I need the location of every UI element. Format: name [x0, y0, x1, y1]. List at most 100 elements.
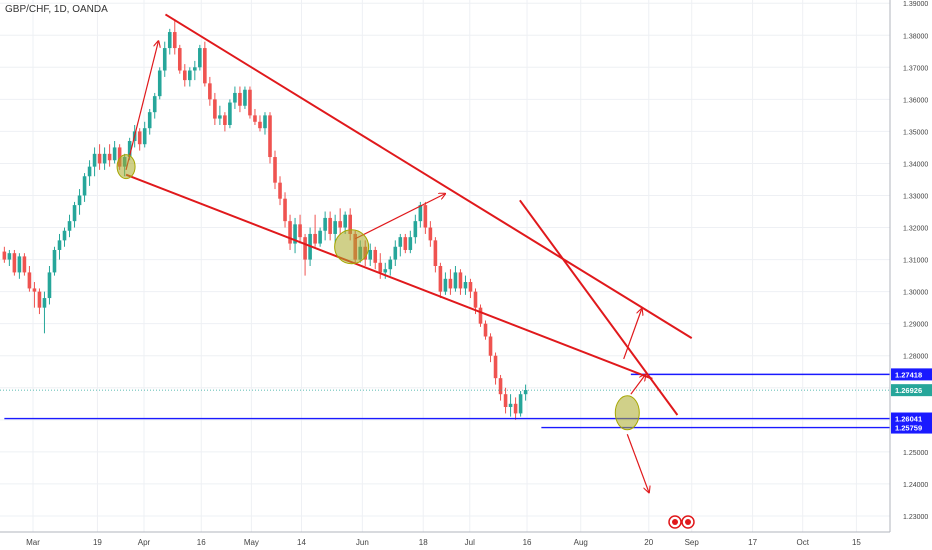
- candle: [193, 60, 197, 81]
- candle: [188, 67, 192, 87]
- candle: [338, 208, 342, 234]
- x-tick-label: 18: [419, 538, 428, 547]
- candle: [142, 121, 147, 148]
- y-tick-label: 1.31000: [903, 258, 928, 265]
- highlight-ellipse: [614, 395, 640, 431]
- candle: [213, 92, 217, 125]
- candle: [253, 108, 257, 125]
- candlestick-series: [2, 19, 528, 420]
- candle: [102, 147, 107, 170]
- candle: [243, 86, 247, 109]
- candle: [463, 275, 468, 295]
- candle: [438, 262, 443, 299]
- y-tick-label: 1.39000: [903, 1, 928, 8]
- candle: [343, 211, 347, 234]
- y-tick-label: 1.29000: [903, 322, 928, 329]
- y-tick-label: 1.35000: [903, 129, 928, 136]
- candle: [398, 233, 403, 257]
- candle: [218, 105, 222, 125]
- candle: [378, 253, 383, 279]
- x-tick-label: Apr: [138, 538, 151, 547]
- svg-text:1.26041: 1.26041: [895, 415, 922, 424]
- candle: [288, 214, 292, 250]
- x-tick-label: Jul: [465, 538, 475, 547]
- trend-line: [125, 173, 653, 380]
- arrow-drawing: [125, 42, 158, 171]
- candle: [52, 246, 57, 276]
- x-tick-label: Sep: [685, 538, 700, 547]
- candle: [27, 266, 32, 292]
- price-lines: [0, 373, 890, 429]
- y-tick-label: 1.37000: [903, 65, 928, 72]
- candle: [323, 211, 327, 241]
- candle: [57, 233, 62, 260]
- candle: [248, 86, 252, 119]
- candle: [77, 189, 82, 215]
- candle: [72, 201, 77, 228]
- candle: [112, 141, 117, 164]
- candle: [373, 246, 378, 270]
- svg-text:1.25759: 1.25759: [895, 424, 922, 433]
- trend-drawings: [116, 13, 693, 492]
- x-tick-label: 14: [297, 538, 306, 547]
- y-tick-label: 1.28000: [903, 354, 928, 361]
- arrow-drawing: [354, 194, 445, 240]
- candle: [268, 112, 272, 164]
- y-tick-label: 1.32000: [903, 226, 928, 233]
- arrow-drawing: [626, 434, 648, 492]
- candle: [298, 214, 302, 244]
- candle: [12, 249, 17, 276]
- economic-event-icon[interactable]: [668, 515, 695, 529]
- price-line-label: 1.26041: [891, 412, 932, 425]
- candle: [283, 192, 287, 228]
- candle: [318, 227, 322, 247]
- candle: [67, 214, 72, 238]
- trend-line: [164, 13, 693, 339]
- candle: [147, 108, 152, 135]
- candle: [182, 64, 187, 87]
- candle: [37, 288, 42, 315]
- candle: [7, 249, 12, 266]
- arrow-drawing: [623, 309, 642, 360]
- y-tick-label: 1.38000: [903, 33, 928, 40]
- candle: [107, 144, 112, 167]
- candle: [263, 112, 267, 135]
- candle: [328, 211, 332, 241]
- candle: [152, 92, 157, 119]
- candle: [228, 99, 232, 129]
- x-tick-label: 16: [523, 538, 532, 547]
- y-tick-label: 1.36000: [903, 97, 928, 104]
- chart-grid: [0, 0, 890, 532]
- candle: [508, 394, 513, 417]
- candle: [157, 67, 162, 100]
- trend-line: [519, 199, 679, 416]
- candle: [393, 240, 398, 266]
- candle: [198, 44, 202, 71]
- candle: [423, 201, 428, 234]
- x-tick-label: Mar: [26, 538, 40, 547]
- candle: [493, 352, 498, 385]
- x-tick-label: Jun: [356, 538, 369, 547]
- candle: [2, 246, 7, 263]
- candle: [523, 384, 528, 401]
- x-tick-label: 15: [852, 538, 861, 547]
- current-price-label: 1.26926: [891, 384, 932, 397]
- chart-title: GBP/CHF, 1D, OANDA: [5, 4, 108, 15]
- candle: [468, 278, 473, 299]
- candle: [443, 272, 448, 295]
- candle: [433, 237, 438, 273]
- y-tick-label: 1.30000: [903, 290, 928, 297]
- candle: [478, 304, 483, 327]
- x-tick-label: 19: [93, 538, 102, 547]
- price-line-label: 1.25759: [891, 421, 932, 434]
- y-tick-label: 1.23000: [903, 514, 928, 521]
- x-tick-label: 17: [748, 538, 757, 547]
- candle: [97, 144, 102, 170]
- candle: [47, 266, 52, 305]
- candle: [408, 230, 413, 254]
- y-tick-label: 1.24000: [903, 482, 928, 489]
- arrow-drawing: [630, 375, 645, 395]
- candle: [293, 217, 297, 254]
